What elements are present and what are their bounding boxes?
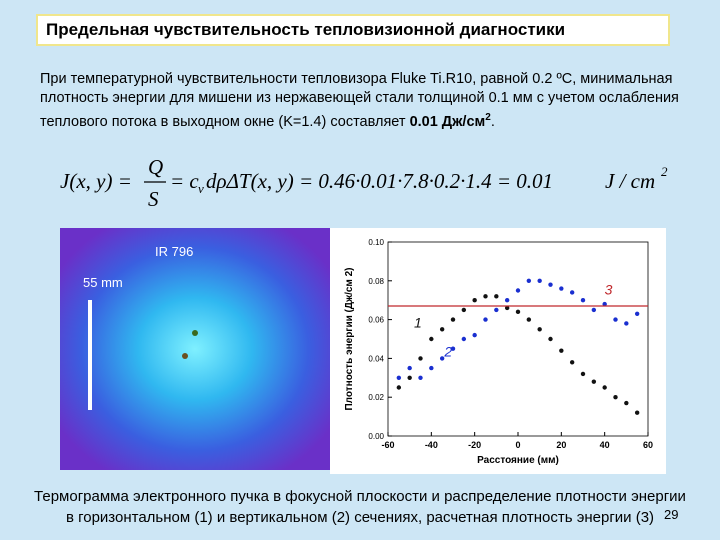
formula-part: Q xyxy=(148,155,163,179)
data-point xyxy=(396,385,402,390)
data-point xyxy=(461,336,467,342)
data-point xyxy=(634,311,640,316)
data-point xyxy=(602,385,607,390)
formula-part: J / cm xyxy=(605,169,655,193)
formula-part: v xyxy=(198,181,204,196)
data-point xyxy=(439,356,445,361)
data-point xyxy=(559,286,564,291)
sup: 2 xyxy=(485,112,491,123)
data-point xyxy=(613,317,618,322)
data-point xyxy=(591,307,597,313)
data-point xyxy=(548,282,553,287)
data-point xyxy=(591,379,597,384)
data-point xyxy=(580,371,586,377)
y-tick-label: 0.10 xyxy=(368,238,384,247)
y-tick-label: 0.06 xyxy=(368,316,384,325)
formula-part: J(x, y) = xyxy=(60,169,132,193)
data-point xyxy=(569,360,575,365)
data-point xyxy=(396,375,402,380)
scale-label: 55 mm xyxy=(83,275,123,290)
chart-panel xyxy=(330,228,666,474)
data-point xyxy=(418,375,423,380)
y-tick-label: 0.08 xyxy=(368,277,384,286)
y-tick-label: 0.04 xyxy=(368,354,384,363)
data-point xyxy=(407,375,412,380)
series-label: 1 xyxy=(414,314,422,330)
data-point xyxy=(537,278,542,283)
data-point xyxy=(526,317,532,322)
formula-part: = c xyxy=(170,169,199,193)
data-point xyxy=(624,321,629,326)
data-point xyxy=(515,309,521,315)
data-point xyxy=(602,301,607,307)
formula-part: dρΔT(x, y) = 0.46·0.01·7.8·0.2·1.4 = 0.0… xyxy=(206,169,553,193)
x-tick-label: -20 xyxy=(468,440,481,450)
x-tick-label: 60 xyxy=(643,440,653,450)
data-point xyxy=(472,298,477,303)
spot xyxy=(182,353,188,359)
data-point xyxy=(483,294,488,299)
data-point xyxy=(624,400,629,406)
data-point xyxy=(461,307,467,313)
data-point xyxy=(548,336,553,342)
thermogram xyxy=(60,228,330,470)
text: При температурной чувствительности тепло… xyxy=(40,71,679,130)
slide-title: Предельная чувствительность тепловизионн… xyxy=(36,14,670,46)
data-point xyxy=(407,365,412,371)
formula: J(x, y) = Q S = c v dρΔT(x, y) = 0.46·0.… xyxy=(60,155,668,211)
y-tick-label: 0.00 xyxy=(368,432,384,441)
y-axis-label: Плотность энергии (Дж/см 2) xyxy=(344,268,355,411)
thermogram-label: IR 796 xyxy=(155,244,193,259)
data-point xyxy=(504,305,510,311)
data-point xyxy=(613,395,618,400)
caption: Термограмма электронного пучка в фокусно… xyxy=(0,486,720,528)
x-tick-label: -60 xyxy=(381,440,394,450)
data-point xyxy=(450,346,456,351)
data-point xyxy=(429,365,434,371)
x-tick-label: 20 xyxy=(556,440,566,450)
formula-part: 2 xyxy=(661,164,668,179)
data-point xyxy=(559,348,564,353)
bold-text: 0.01 Дж/см xyxy=(409,113,486,130)
x-tick-label: 0 xyxy=(515,440,520,450)
data-point xyxy=(494,307,499,313)
series-label: 3 xyxy=(605,281,613,297)
caption-line: Термограмма электронного пучка в фокусно… xyxy=(34,488,686,505)
data-point xyxy=(483,317,488,322)
caption-line: в горизонтальном (1) и вертикальном (2) … xyxy=(65,509,655,526)
data-point xyxy=(450,317,456,322)
x-tick-label: 40 xyxy=(600,440,610,450)
data-point xyxy=(472,332,477,338)
y-tick-label: 0.02 xyxy=(368,393,384,402)
spot xyxy=(192,330,198,336)
data-point xyxy=(515,288,521,293)
data-point xyxy=(429,336,434,342)
data-point xyxy=(537,327,542,332)
data-point xyxy=(439,327,445,332)
data-point xyxy=(526,278,532,283)
data-point xyxy=(569,290,575,295)
data-point xyxy=(634,410,640,415)
page-number: 29 xyxy=(664,507,679,522)
data-point xyxy=(494,294,499,299)
x-axis-label: Расстояние (мм) xyxy=(477,455,559,466)
data-point xyxy=(418,356,423,361)
series-label: 2 xyxy=(443,343,452,359)
data-point xyxy=(580,298,586,303)
text: . xyxy=(490,113,495,130)
formula-part: S xyxy=(148,187,159,211)
x-tick-label: -40 xyxy=(425,440,438,450)
data-point xyxy=(504,298,510,303)
paragraph: При температурной чувствительности тепло… xyxy=(40,70,710,132)
